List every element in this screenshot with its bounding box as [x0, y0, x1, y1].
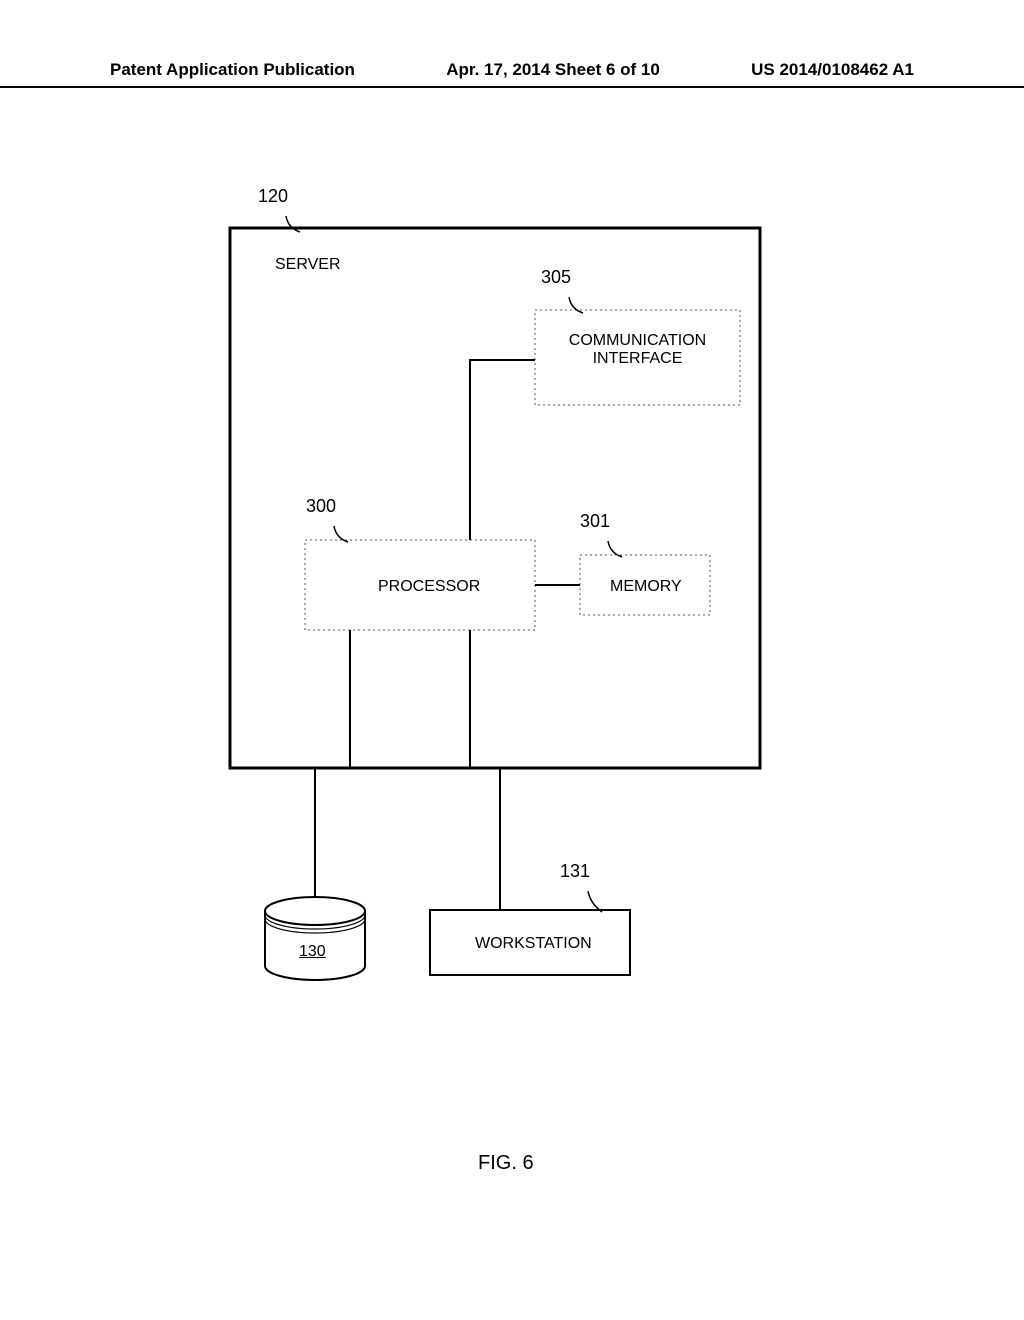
edge-proc-ws	[470, 630, 500, 910]
figure-diagram	[0, 0, 1024, 1320]
label-memory: MEMORY	[610, 578, 682, 596]
ref-lead-131	[588, 891, 602, 912]
ref-301: 301	[580, 511, 610, 532]
label-database: 130	[299, 943, 326, 961]
page: Patent Application Publication Apr. 17, …	[0, 0, 1024, 1320]
edge-proc-db	[315, 630, 350, 897]
ref-120: 120	[258, 186, 288, 207]
figure-caption: FIG. 6	[478, 1152, 534, 1175]
label-workstation: WORKSTATION	[475, 935, 592, 953]
database-cylinder	[265, 897, 365, 980]
ref-305: 305	[541, 267, 571, 288]
ref-lead-305	[569, 297, 583, 313]
ref-300: 300	[306, 496, 336, 517]
ref-lead-120	[286, 216, 300, 232]
label-processor: PROCESSOR	[378, 578, 480, 596]
label-comm-interface: COMMUNICATION INTERFACE	[540, 332, 735, 368]
edge-proc-comm	[470, 360, 535, 540]
label-server: SERVER	[275, 256, 341, 274]
ref-131: 131	[560, 861, 590, 882]
